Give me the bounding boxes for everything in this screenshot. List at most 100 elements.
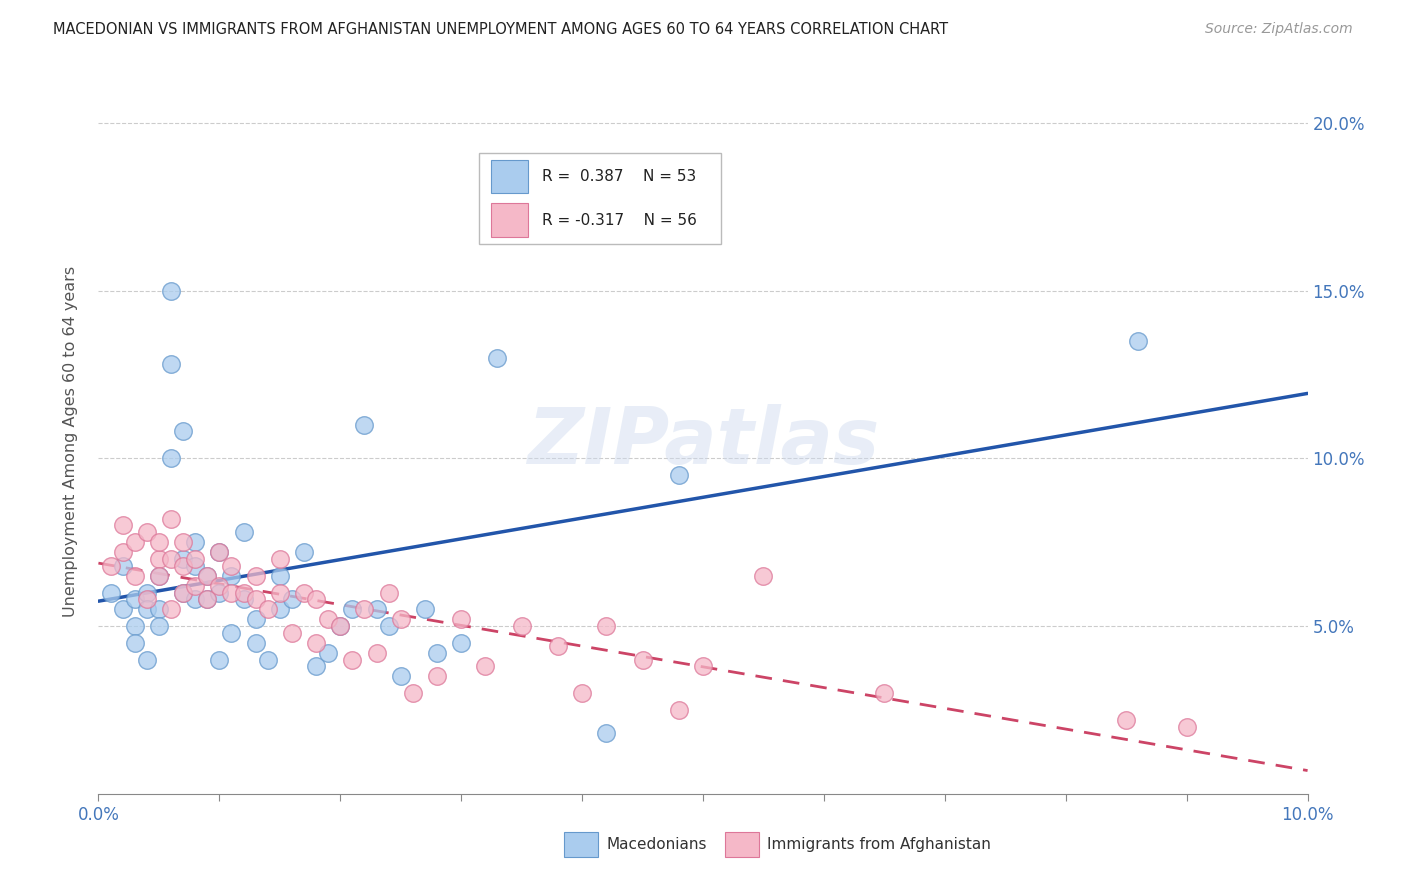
Point <box>111 558 134 573</box>
Point <box>377 585 399 599</box>
Point <box>232 592 254 607</box>
Text: Immigrants from Afghanistan: Immigrants from Afghanistan <box>768 837 991 852</box>
FancyBboxPatch shape <box>724 832 759 857</box>
Point <box>668 703 690 717</box>
Point <box>100 585 122 599</box>
Point <box>221 568 243 582</box>
Point <box>124 592 146 607</box>
Point <box>426 646 449 660</box>
Point <box>221 585 243 599</box>
Point <box>486 351 509 365</box>
Point <box>342 602 364 616</box>
Point <box>256 602 278 616</box>
Point <box>873 686 896 700</box>
Point <box>184 579 207 593</box>
Point <box>160 552 183 566</box>
Point <box>135 653 157 667</box>
Point <box>366 646 388 660</box>
Point <box>316 646 339 660</box>
Point <box>148 602 170 616</box>
Point <box>426 669 449 683</box>
Point <box>245 568 267 582</box>
Point <box>631 653 654 667</box>
Point <box>111 545 134 559</box>
Point <box>245 592 267 607</box>
Point <box>329 619 352 633</box>
Point <box>124 535 146 549</box>
Point <box>450 612 472 626</box>
Point <box>148 568 170 582</box>
Point <box>195 592 218 607</box>
Point <box>148 535 170 549</box>
Point <box>510 619 533 633</box>
Point <box>135 585 157 599</box>
Point <box>100 558 122 573</box>
Point <box>195 568 218 582</box>
Point <box>172 558 194 573</box>
Point <box>124 619 146 633</box>
Point <box>292 545 315 559</box>
Point <box>353 602 375 616</box>
Point <box>413 602 436 616</box>
Point <box>232 585 254 599</box>
Point <box>184 552 207 566</box>
Point <box>1128 334 1150 348</box>
Point <box>305 659 328 673</box>
Point <box>184 592 207 607</box>
Point <box>269 552 291 566</box>
Point <box>160 512 183 526</box>
Point <box>329 619 352 633</box>
Point <box>172 552 194 566</box>
Point <box>160 357 183 371</box>
Point <box>595 726 617 740</box>
Text: Source: ZipAtlas.com: Source: ZipAtlas.com <box>1205 22 1353 37</box>
Point <box>135 525 157 540</box>
Point <box>366 602 388 616</box>
Point <box>208 579 231 593</box>
Point <box>148 552 170 566</box>
Point <box>402 686 425 700</box>
Point <box>124 568 146 582</box>
Point <box>305 592 328 607</box>
Point <box>547 639 569 653</box>
Point <box>305 636 328 650</box>
Text: Macedonians: Macedonians <box>606 837 707 852</box>
Point <box>269 602 291 616</box>
FancyBboxPatch shape <box>479 153 721 244</box>
Point <box>184 535 207 549</box>
Point <box>208 545 231 559</box>
Point <box>172 585 194 599</box>
Point <box>292 585 315 599</box>
Y-axis label: Unemployment Among Ages 60 to 64 years: Unemployment Among Ages 60 to 64 years <box>63 266 77 617</box>
Point <box>547 189 569 203</box>
Point <box>595 619 617 633</box>
Point <box>474 659 496 673</box>
Point <box>208 545 231 559</box>
Point <box>208 653 231 667</box>
Point <box>172 585 194 599</box>
Point <box>232 525 254 540</box>
Point <box>135 602 157 616</box>
Point <box>221 558 243 573</box>
Point <box>342 653 364 667</box>
Point <box>269 568 291 582</box>
Point <box>160 284 183 298</box>
Point <box>389 612 412 626</box>
Point <box>172 535 194 549</box>
Point <box>124 636 146 650</box>
Point <box>111 602 134 616</box>
Point <box>111 518 134 533</box>
Point <box>389 669 412 683</box>
Point <box>1175 720 1198 734</box>
Point <box>377 619 399 633</box>
Point <box>208 585 231 599</box>
FancyBboxPatch shape <box>492 160 527 194</box>
Point <box>1115 713 1137 727</box>
Point <box>135 592 157 607</box>
Point <box>668 468 690 483</box>
Text: ZIPatlas: ZIPatlas <box>527 403 879 480</box>
Text: MACEDONIAN VS IMMIGRANTS FROM AFGHANISTAN UNEMPLOYMENT AMONG AGES 60 TO 64 YEARS: MACEDONIAN VS IMMIGRANTS FROM AFGHANISTA… <box>53 22 949 37</box>
Point <box>571 686 593 700</box>
FancyBboxPatch shape <box>564 832 598 857</box>
Point <box>160 451 183 466</box>
